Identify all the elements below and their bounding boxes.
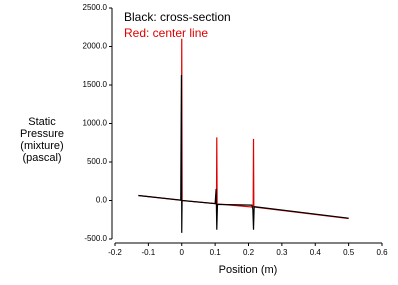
y-tick-label: 2000.0: [83, 42, 108, 51]
y-tick-label: 2500.0: [83, 3, 108, 12]
series-line: [138, 74, 349, 233]
y-axis-label-line: (mixture): [20, 140, 63, 152]
x-axis-label: Position (m): [219, 264, 278, 276]
series-line: [138, 38, 349, 220]
x-tick-label: 0.1: [210, 248, 222, 257]
annotation: Black: cross-section: [124, 10, 231, 24]
x-tick-label: 0.3: [276, 248, 288, 257]
y-tick-label: 500.0: [87, 157, 108, 166]
y-axis-label-line: Pressure: [20, 128, 64, 140]
x-tick-label: -0.2: [108, 248, 122, 257]
y-tick-label: 0.0: [96, 196, 108, 205]
x-tick-label: -0.1: [141, 248, 155, 257]
x-tick-label: 0.2: [243, 248, 255, 257]
y-tick-label: -500.0: [84, 234, 107, 243]
y-tick-label: 1500.0: [83, 80, 108, 89]
y-axis-label-line: Static: [28, 116, 56, 128]
x-tick-label: 0: [180, 248, 185, 257]
x-tick-label: 0.6: [376, 248, 388, 257]
y-tick-label: 1000.0: [83, 119, 108, 128]
annotation: Red: center line: [124, 26, 208, 40]
y-axis-label-line: (pascal): [22, 152, 61, 164]
x-tick-label: 0.4: [310, 248, 322, 257]
x-tick-label: 0.5: [343, 248, 355, 257]
